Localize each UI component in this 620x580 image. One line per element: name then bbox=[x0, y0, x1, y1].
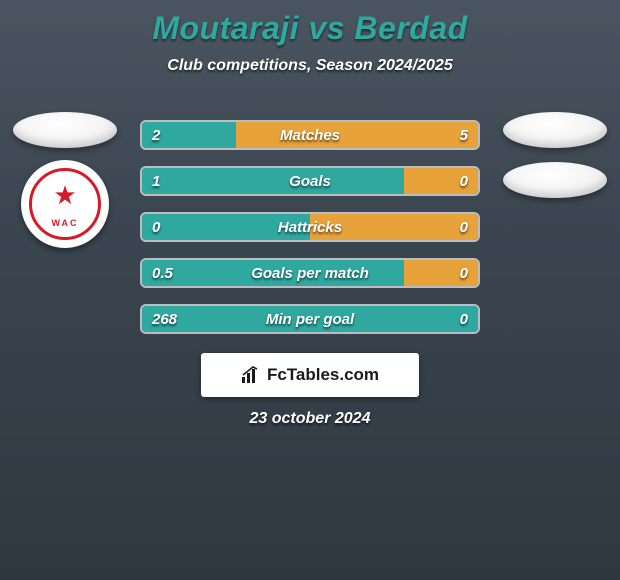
bar-chart-icon bbox=[241, 366, 261, 384]
date-label: 23 october 2024 bbox=[0, 410, 620, 428]
left-team-logo-star-icon: ★ bbox=[21, 182, 109, 208]
stat-label: Matches bbox=[142, 122, 478, 148]
page-subtitle: Club competitions, Season 2024/2025 bbox=[0, 57, 620, 75]
page-title: Moutaraji vs Berdad bbox=[0, 0, 620, 47]
brand-badge: FcTables.com bbox=[201, 353, 419, 397]
comparison-bars: 25Matches 10Goals 00Hattricks 0.50Goals per… bbox=[140, 120, 480, 350]
left-team-name-oval bbox=[13, 112, 117, 148]
right-team-name-oval bbox=[503, 112, 607, 148]
stat-bar-row: 00Hattricks bbox=[140, 212, 480, 242]
stat-label: Goals bbox=[142, 168, 478, 194]
stat-label: Min per goal bbox=[142, 306, 478, 332]
right-team-column bbox=[490, 112, 620, 206]
left-team-column: ★ WAC bbox=[0, 112, 130, 248]
left-team-logo-text: WAC bbox=[21, 218, 109, 228]
right-team-logo-oval bbox=[503, 162, 607, 198]
brand-text: FcTables.com bbox=[267, 365, 379, 385]
stat-bar-row: 10Goals bbox=[140, 166, 480, 196]
stat-bar-row: 2680Min per goal bbox=[140, 304, 480, 334]
stat-bar-row: 25Matches bbox=[140, 120, 480, 150]
comparison-infographic: Moutaraji vs Berdad Club competitions, S… bbox=[0, 0, 620, 580]
stat-label: Hattricks bbox=[142, 214, 478, 240]
stat-label: Goals per match bbox=[142, 260, 478, 286]
stat-bar-row: 0.50Goals per match bbox=[140, 258, 480, 288]
left-team-logo: ★ WAC bbox=[21, 160, 109, 248]
